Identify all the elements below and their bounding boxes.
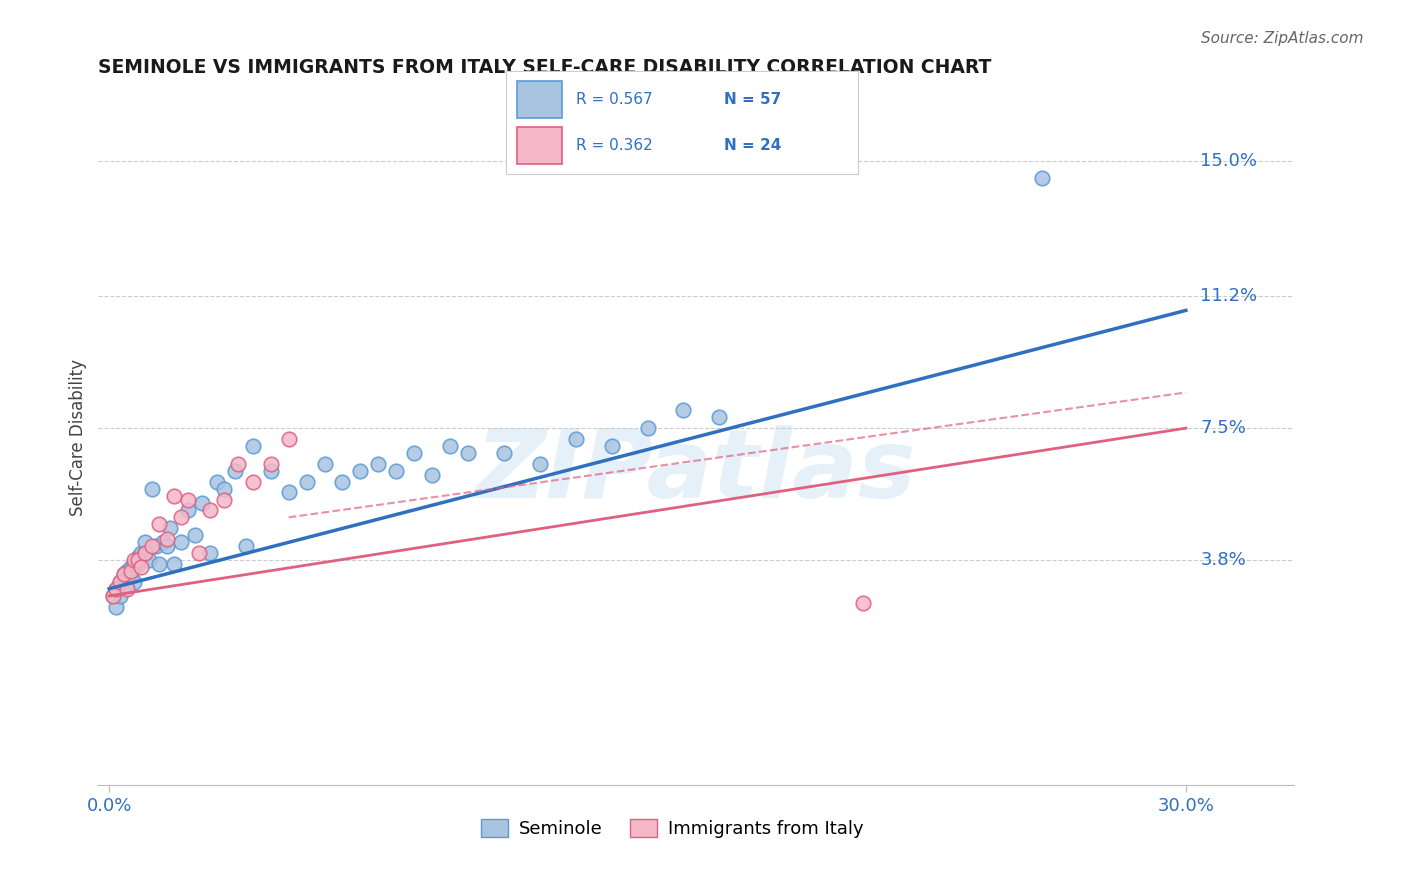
Point xyxy=(131,546,153,560)
Point xyxy=(159,521,181,535)
Point xyxy=(564,432,586,446)
Text: 11.2%: 11.2% xyxy=(1201,287,1257,305)
Point xyxy=(105,582,128,596)
Point xyxy=(260,457,283,471)
Point xyxy=(184,528,207,542)
Point xyxy=(112,578,135,592)
Text: SEMINOLE VS IMMIGRANTS FROM ITALY SELF-CARE DISABILITY CORRELATION CHART: SEMINOLE VS IMMIGRANTS FROM ITALY SELF-C… xyxy=(98,57,991,77)
Point xyxy=(170,535,193,549)
Point xyxy=(198,546,221,560)
Point xyxy=(242,475,264,489)
Point xyxy=(127,557,149,571)
Point xyxy=(332,475,354,489)
Text: Source: ZipAtlas.com: Source: ZipAtlas.com xyxy=(1201,31,1364,46)
Point xyxy=(242,439,264,453)
Point xyxy=(124,557,146,571)
Text: ZIPatlas: ZIPatlas xyxy=(475,425,917,518)
Point xyxy=(235,539,257,553)
Point xyxy=(120,560,142,574)
Point xyxy=(212,492,235,507)
Point xyxy=(138,553,160,567)
Point xyxy=(1031,171,1053,186)
Point xyxy=(124,553,146,567)
Point xyxy=(709,410,731,425)
Point xyxy=(672,403,695,417)
Text: R = 0.567: R = 0.567 xyxy=(576,92,652,106)
Point xyxy=(439,439,461,453)
Point xyxy=(492,446,515,460)
Point xyxy=(148,557,170,571)
Legend: Seminole, Immigrants from Italy: Seminole, Immigrants from Italy xyxy=(474,812,870,846)
Point xyxy=(112,567,135,582)
Point xyxy=(155,532,177,546)
Point xyxy=(295,475,318,489)
Text: 15.0%: 15.0% xyxy=(1201,152,1257,169)
Point xyxy=(124,574,146,589)
Point xyxy=(141,539,163,553)
Text: N = 57: N = 57 xyxy=(724,92,782,106)
Point xyxy=(115,578,138,592)
Point xyxy=(134,546,156,560)
Point xyxy=(101,589,124,603)
Point xyxy=(148,517,170,532)
Point xyxy=(134,546,156,560)
Point xyxy=(155,539,177,553)
Point xyxy=(852,596,875,610)
Point xyxy=(108,574,131,589)
Point xyxy=(115,571,138,585)
Point xyxy=(105,582,128,596)
Point xyxy=(198,503,221,517)
Point xyxy=(112,567,135,582)
Point xyxy=(115,564,138,578)
Point xyxy=(108,574,131,589)
Text: N = 24: N = 24 xyxy=(724,137,782,153)
Point xyxy=(385,464,408,478)
Point xyxy=(170,510,193,524)
Point xyxy=(131,560,153,574)
Point xyxy=(367,457,389,471)
Text: R = 0.362: R = 0.362 xyxy=(576,137,654,153)
Point xyxy=(420,467,443,482)
FancyBboxPatch shape xyxy=(517,80,562,118)
FancyBboxPatch shape xyxy=(517,127,562,163)
Point xyxy=(260,464,283,478)
Point xyxy=(127,549,149,564)
Point xyxy=(177,503,200,517)
Point xyxy=(212,482,235,496)
Point xyxy=(145,539,167,553)
Point xyxy=(163,489,186,503)
Point xyxy=(134,535,156,549)
Point xyxy=(457,446,479,460)
Point xyxy=(177,492,200,507)
Point xyxy=(120,564,142,578)
Point xyxy=(152,535,174,549)
Point xyxy=(115,582,138,596)
Point xyxy=(277,485,299,500)
Point xyxy=(205,475,228,489)
Point xyxy=(163,557,186,571)
Point xyxy=(277,432,299,446)
Point xyxy=(224,464,246,478)
Point xyxy=(120,567,142,582)
Point xyxy=(314,457,336,471)
Point xyxy=(600,439,623,453)
Point xyxy=(637,421,659,435)
Text: 7.5%: 7.5% xyxy=(1201,419,1246,437)
Text: 3.8%: 3.8% xyxy=(1201,551,1246,569)
Point xyxy=(101,589,124,603)
Point xyxy=(127,553,149,567)
Point xyxy=(187,546,209,560)
Point xyxy=(228,457,250,471)
Point xyxy=(404,446,426,460)
Point xyxy=(529,457,551,471)
Point xyxy=(191,496,214,510)
Point xyxy=(108,589,131,603)
Point xyxy=(141,482,163,496)
Y-axis label: Self-Care Disability: Self-Care Disability xyxy=(69,359,87,516)
Point xyxy=(349,464,371,478)
Point xyxy=(105,599,128,614)
